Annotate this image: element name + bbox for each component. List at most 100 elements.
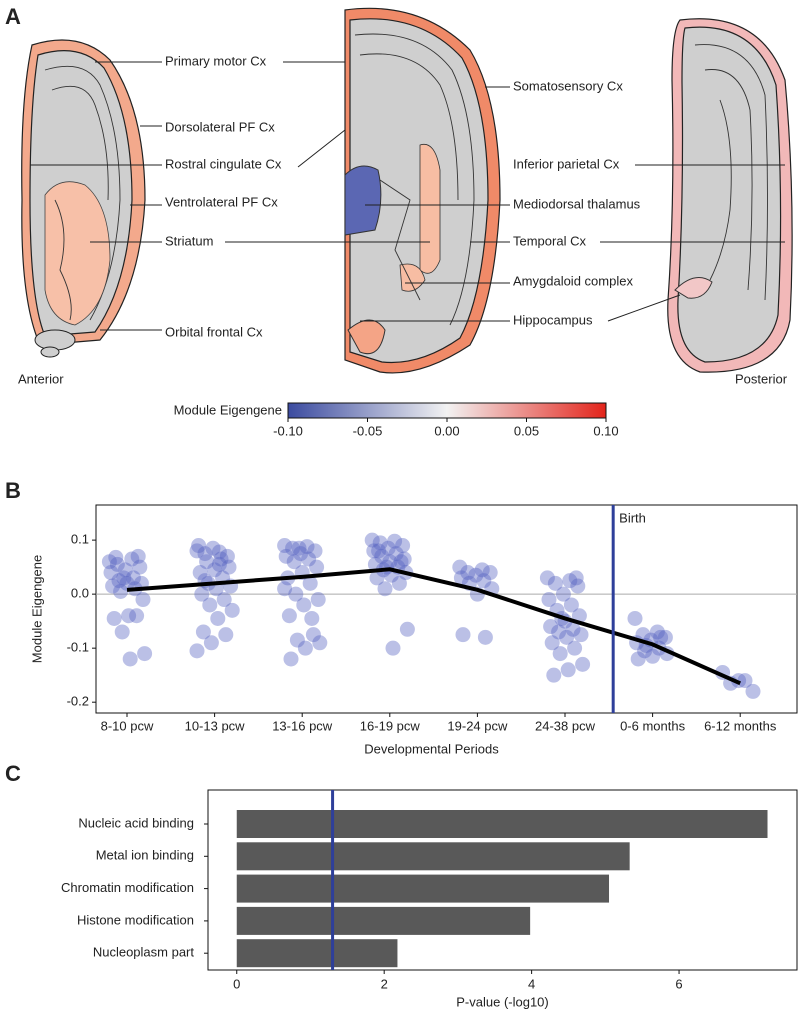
data-point <box>197 546 213 562</box>
x-tick-label: 0.00 <box>434 423 459 438</box>
data-point <box>372 535 388 551</box>
data-point <box>189 643 205 659</box>
data-point <box>103 565 119 581</box>
x-tick-label: 19-24 pcw <box>447 718 508 733</box>
x-tick-label: 24-38 pcw <box>535 718 596 733</box>
data-point <box>387 533 403 549</box>
data-point <box>552 646 568 662</box>
x-tick-label: 10-13 pcw <box>185 718 246 733</box>
data-point <box>116 570 132 586</box>
region-label: Rostral cingulate Cx <box>165 156 282 171</box>
data-point <box>113 583 129 599</box>
orientation-label: Anterior <box>18 371 64 386</box>
data-point <box>289 632 305 648</box>
brain-middle <box>344 7 501 374</box>
data-point <box>101 554 117 570</box>
brain-posterior <box>667 18 793 373</box>
data-point <box>379 559 395 575</box>
data-point <box>224 602 240 618</box>
data-point <box>202 597 218 613</box>
x-tick-label: 4 <box>528 976 535 991</box>
data-point <box>559 629 575 645</box>
data-point <box>388 546 404 562</box>
data-point <box>304 610 320 626</box>
x-tick-label: -0.10 <box>273 423 303 438</box>
data-point <box>653 629 669 645</box>
data-point <box>109 556 125 572</box>
bar <box>236 810 768 838</box>
data-point <box>114 624 130 640</box>
data-point <box>210 610 226 626</box>
data-point <box>293 546 309 562</box>
data-point <box>369 570 385 586</box>
data-point <box>211 544 227 560</box>
birth-label: Birth <box>619 510 646 525</box>
data-point <box>108 549 124 565</box>
data-point <box>216 592 232 608</box>
y-tick-label: 0.1 <box>71 532 89 547</box>
data-point <box>105 578 121 594</box>
data-point <box>570 578 586 594</box>
data-point <box>543 619 559 635</box>
data-point <box>627 610 643 626</box>
data-point <box>555 586 571 602</box>
data-point <box>199 554 215 570</box>
region-label: Striatum <box>165 233 213 248</box>
data-point <box>560 662 576 678</box>
data-point <box>477 629 493 645</box>
data-point <box>482 565 498 581</box>
region-label: Dorsolateral PF Cx <box>165 119 275 134</box>
data-point <box>283 651 299 667</box>
data-point <box>395 538 411 554</box>
region-label: Mediodorsal thalamus <box>513 196 641 211</box>
data-point <box>393 554 409 570</box>
data-point <box>399 621 415 637</box>
data-point <box>575 656 591 672</box>
data-point <box>121 608 137 624</box>
leader-lines <box>30 61 785 331</box>
data-point <box>286 554 302 570</box>
data-point <box>364 532 380 548</box>
data-point <box>382 554 398 570</box>
data-point <box>124 551 140 567</box>
data-point <box>551 624 567 640</box>
data-point <box>129 608 145 624</box>
data-point <box>455 627 471 643</box>
panel-label: B <box>5 478 21 503</box>
data-point <box>135 592 151 608</box>
orientation-label: Posterior <box>735 371 788 386</box>
data-point <box>207 562 223 578</box>
data-point <box>452 559 468 575</box>
data-point <box>468 567 484 583</box>
data-point <box>391 575 407 591</box>
y-tick-label: -0.2 <box>67 694 89 709</box>
data-point <box>374 548 390 564</box>
data-point <box>547 575 563 591</box>
data-point <box>132 559 148 575</box>
data-point <box>377 581 393 597</box>
data-point <box>291 540 307 556</box>
brain-anterior <box>21 39 146 358</box>
data-point <box>302 575 318 591</box>
bar <box>236 874 610 903</box>
data-point <box>299 539 315 555</box>
plot-frame <box>95 504 798 714</box>
y-tick-label: -0.1 <box>67 640 89 655</box>
data-point <box>645 648 661 664</box>
data-point <box>130 548 146 564</box>
data-point <box>278 548 294 564</box>
x-axis-title: Developmental Periods <box>364 741 499 756</box>
data-point <box>460 565 476 581</box>
y-tick-label: Histone modification <box>77 912 194 927</box>
data-point <box>568 570 584 586</box>
data-point <box>192 565 208 581</box>
x-tick-label: 16-19 pcw <box>360 718 421 733</box>
data-point <box>657 629 673 645</box>
data-point <box>191 538 207 554</box>
data-point <box>111 573 127 589</box>
data-point <box>562 573 578 589</box>
data-point <box>277 581 293 597</box>
data-point <box>277 538 293 554</box>
chart-layer: A B C Primary motor Cx Dorsolateral PF Cx Ros… <box>5 4 798 1009</box>
